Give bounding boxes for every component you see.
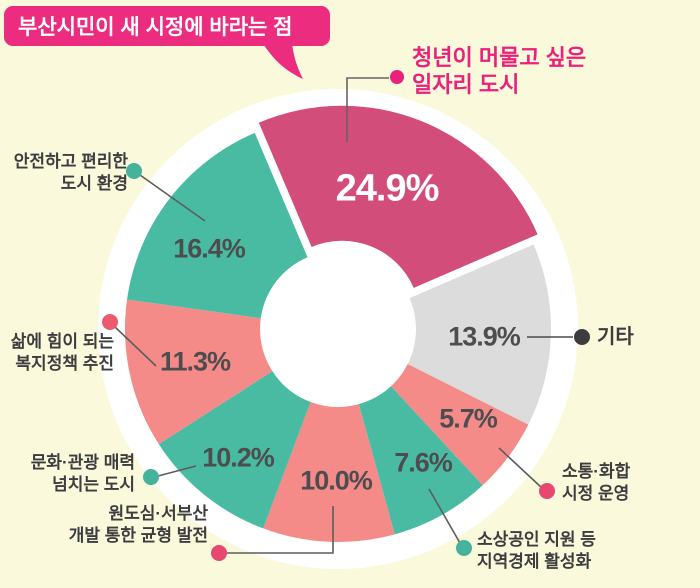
slice-culture-tourism — [158, 371, 311, 529]
slice-small-business — [358, 386, 483, 535]
communication-connector-dot — [539, 483, 555, 499]
etc-connector-dot — [574, 329, 590, 345]
balanced-connector-dot — [211, 545, 227, 561]
small-business-connector-dot — [456, 540, 472, 556]
welfare-connector-dot — [102, 314, 118, 330]
balanced-connector-line — [227, 506, 334, 554]
small-business-connector-line — [428, 488, 461, 544]
culture-connector-dot — [143, 469, 159, 485]
slice-safe-city — [127, 132, 308, 319]
welfare-connector-line — [114, 326, 157, 367]
culture-connector-line — [157, 465, 197, 477]
title-badge: 부산시민이 새 시정에 바라는 점 — [4, 6, 330, 46]
speech-bubble-tail — [262, 42, 303, 79]
slice-youth-jobs — [258, 105, 538, 288]
safe-city-connector-line — [139, 174, 206, 222]
title-badge-text: 부산시민이 새 시정에 바라는 점 — [18, 16, 293, 39]
youth-jobs-connector-line — [346, 77, 389, 142]
communication-connector-line — [498, 447, 543, 489]
slice-balanced-development — [263, 402, 395, 542]
slice-etc — [407, 244, 551, 425]
slice-communication — [390, 364, 529, 486]
youth-jobs-connector-dot — [390, 70, 404, 84]
safe-city-connector-dot — [126, 163, 142, 179]
slice-welfare — [124, 299, 273, 445]
